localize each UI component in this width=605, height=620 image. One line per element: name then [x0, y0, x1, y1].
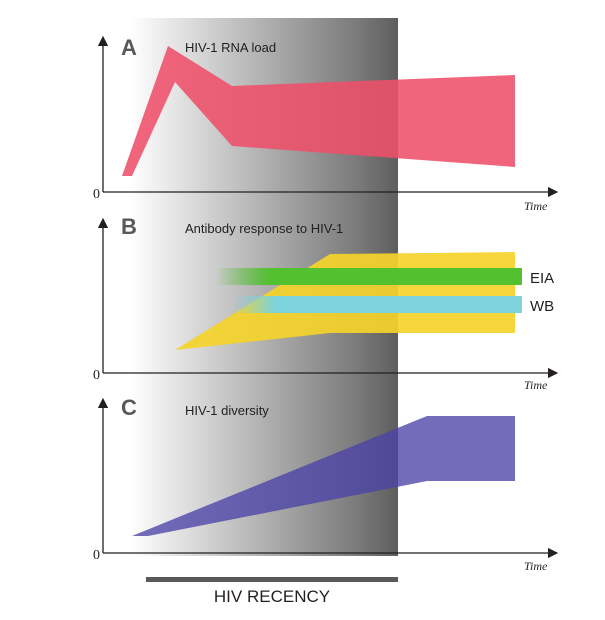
- recency-label: HIV RECENCY: [214, 587, 330, 606]
- recency-bar: [146, 577, 398, 582]
- time-label: Time: [524, 378, 548, 392]
- panel-letter: A: [121, 35, 137, 60]
- zero-label: 0: [93, 548, 100, 563]
- zero-label: 0: [93, 368, 100, 383]
- wb-bar: [232, 296, 522, 313]
- time-label: Time: [524, 559, 548, 573]
- panel-b: B Antibody response to HIV-1 EIA WB 0 Ti…: [93, 214, 559, 392]
- panel-c: C HIV-1 diversity 0 Time: [93, 395, 559, 573]
- panel-letter: B: [121, 214, 137, 239]
- rna-load-band: [122, 46, 515, 176]
- panel-letter: C: [121, 395, 137, 420]
- diversity-band: [132, 416, 515, 536]
- wb-label: WB: [530, 298, 554, 315]
- panel-title: HIV-1 RNA load: [185, 40, 276, 55]
- panel-title: HIV-1 diversity: [185, 403, 269, 418]
- eia-label: EIA: [530, 270, 554, 287]
- eia-bar: [215, 268, 522, 285]
- panel-title: Antibody response to HIV-1: [185, 221, 343, 236]
- time-label: Time: [524, 199, 548, 213]
- panel-a: A HIV-1 RNA load 0 Time: [93, 35, 559, 213]
- zero-label: 0: [93, 187, 100, 202]
